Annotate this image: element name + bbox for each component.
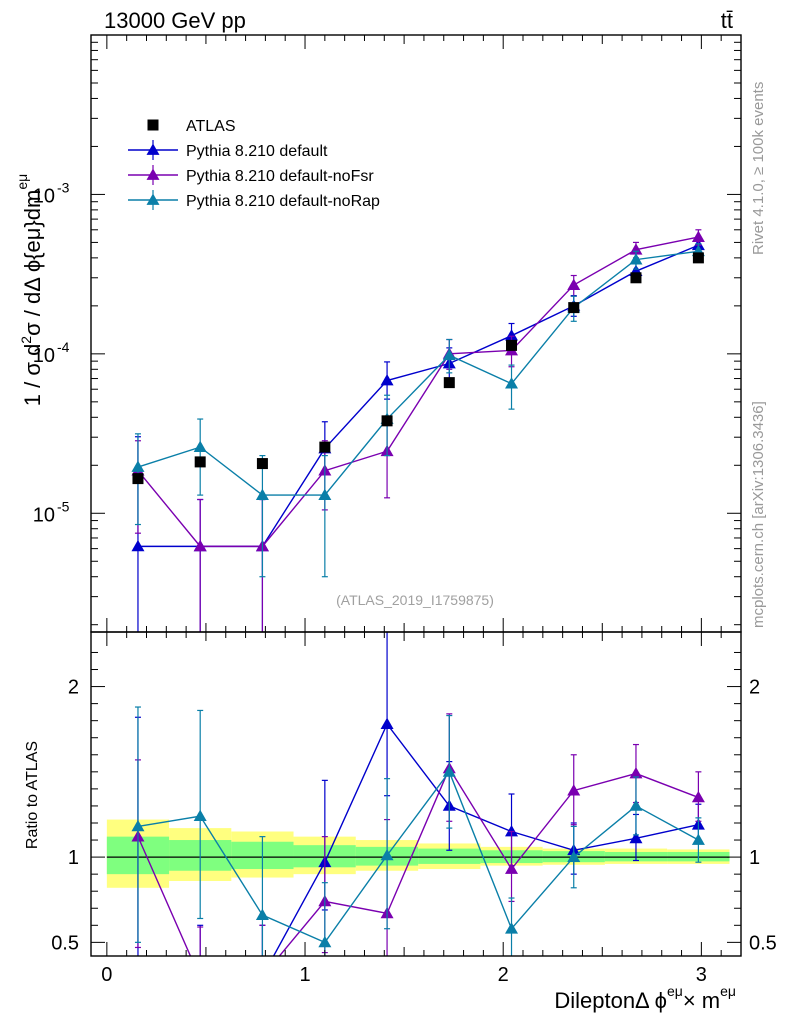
xlabel-part-1: DileptonΔ ϕ <box>554 988 667 1013</box>
x-tick-label: 0 <box>101 964 112 986</box>
xlabel-part-3: × m <box>683 988 720 1013</box>
atlas-data-point <box>132 473 144 485</box>
ratio-y-tick-label: 0.5 <box>51 932 79 954</box>
energy-label: 13000 GeV pp <box>104 8 246 33</box>
main-y-tick-label: 10 <box>33 504 55 526</box>
main-series-line <box>137 236 699 548</box>
ratio-y-tick-label-right: 2 <box>749 677 760 699</box>
stat-band-segment <box>418 848 481 864</box>
ratio-point-marker <box>505 922 519 934</box>
legend-label: Pythia 8.210 default-noRap <box>186 193 380 210</box>
ratio-point-marker <box>629 767 643 779</box>
ratio-point-marker <box>380 848 394 861</box>
main-point-marker <box>131 460 145 472</box>
ratio-point-marker <box>256 970 269 981</box>
ratio-point-marker <box>691 833 705 845</box>
atlas-data-point <box>194 456 206 468</box>
ylabel-part-2: 2 <box>18 336 34 344</box>
main-point-marker <box>193 539 207 552</box>
main-point-marker <box>255 488 269 500</box>
main-point-marker <box>131 539 145 552</box>
ratio-point-marker <box>193 809 207 822</box>
main-series-line <box>137 250 699 496</box>
main-y-tick-exponent: -4 <box>57 339 70 355</box>
ratio-point-marker <box>194 970 207 981</box>
ratio-plot-area <box>106 632 730 983</box>
main-y-tick-exponent: -3 <box>57 179 70 195</box>
atlas-data-point <box>692 252 704 264</box>
ratio-point-marker <box>255 908 269 920</box>
x-tick-label: 3 <box>696 964 707 986</box>
ratio-y-tick-label: 2 <box>68 677 79 699</box>
ratio-point-marker <box>505 862 519 874</box>
main-y-tick-label: 10 <box>33 185 55 207</box>
ratio-point-marker <box>505 825 519 837</box>
main-plot-area <box>131 229 705 632</box>
ratio-point-marker <box>567 784 581 796</box>
analysis-watermark: (ATLAS_2019_I1759875) <box>336 592 494 608</box>
ratio-y-tick-label-right: 0.5 <box>749 932 777 954</box>
ratio-point-marker <box>691 790 705 803</box>
main-point-marker <box>691 230 705 242</box>
ratio-point-marker <box>131 958 144 969</box>
atlas-data-point <box>443 377 455 389</box>
main-point-marker <box>505 377 519 389</box>
ratio-point-marker <box>380 717 394 729</box>
atlas-data-point <box>630 272 642 284</box>
atlas-data-point <box>319 441 331 453</box>
x-tick-label: 1 <box>299 964 310 986</box>
x-axis-label: DileptonΔ ϕeμ× meμ <box>554 983 736 1013</box>
xlabel-part-4: eμ <box>720 983 736 999</box>
ratio-point-marker <box>629 799 643 811</box>
ratio-y-axis-label: Ratio to ATLAS <box>24 741 41 849</box>
process-label: tt̄ <box>721 8 733 33</box>
main-point-marker <box>567 278 581 290</box>
ratio-point-marker <box>442 765 456 777</box>
atlas-data-point <box>381 415 393 427</box>
ratio-series-line <box>272 722 699 956</box>
atlas-data-point <box>506 339 518 351</box>
ratio-point-marker <box>318 935 332 948</box>
legend-label: ATLAS <box>186 118 236 135</box>
ratio-series-line <box>137 770 699 944</box>
main-point-marker <box>380 374 394 386</box>
ratio-point-marker <box>256 970 269 981</box>
main-point-marker <box>629 253 643 265</box>
ylabel-part-4: eμ <box>14 174 30 190</box>
legend-marker-atlas <box>147 119 159 131</box>
main-y-tick-exponent: -5 <box>57 498 70 514</box>
ylabel-part-1: 1 / σ d <box>20 344 45 407</box>
x-tick-label: 2 <box>498 964 509 986</box>
legend-label: Pythia 8.210 default-noFsr <box>186 168 374 185</box>
ratio-frame <box>90 631 742 957</box>
main-point-marker <box>318 488 332 500</box>
atlas-data-point <box>256 458 268 470</box>
legend-marker <box>146 193 160 205</box>
main-point-marker <box>442 348 456 361</box>
legend-marker <box>146 168 160 180</box>
main-point-marker <box>505 329 519 341</box>
source-label: mcplots.cern.ch [arXiv:1306.3436] <box>750 401 767 628</box>
ratio-point-marker <box>567 850 581 862</box>
ratio-point-marker <box>131 819 145 832</box>
ratio-point-marker <box>629 831 643 844</box>
main-y-tick-label: 10 <box>33 345 55 367</box>
xlabel-part-2: eμ <box>667 983 683 999</box>
rivet-label: Rivet 4.1.0, ≥ 100k events <box>750 82 767 255</box>
main-point-marker <box>629 243 643 255</box>
legend-marker <box>146 143 160 155</box>
main-y-axis-label: 1 / σ d2σ / dΔ ϕ{eμ}dmeμ <box>14 174 45 406</box>
ratio-y-tick-label-right: 1 <box>749 847 760 869</box>
atlas-data-point <box>568 302 580 314</box>
main-point-marker <box>193 440 207 452</box>
ratio-y-tick-label: 1 <box>68 847 79 869</box>
legend-label: Pythia 8.210 default <box>186 143 328 160</box>
ylabel-part-3: σ / dΔ ϕ{eμ}dm <box>20 190 45 336</box>
main-series-line <box>137 244 699 548</box>
ratio-series-line <box>137 766 699 956</box>
ratio-point-marker <box>194 972 207 983</box>
